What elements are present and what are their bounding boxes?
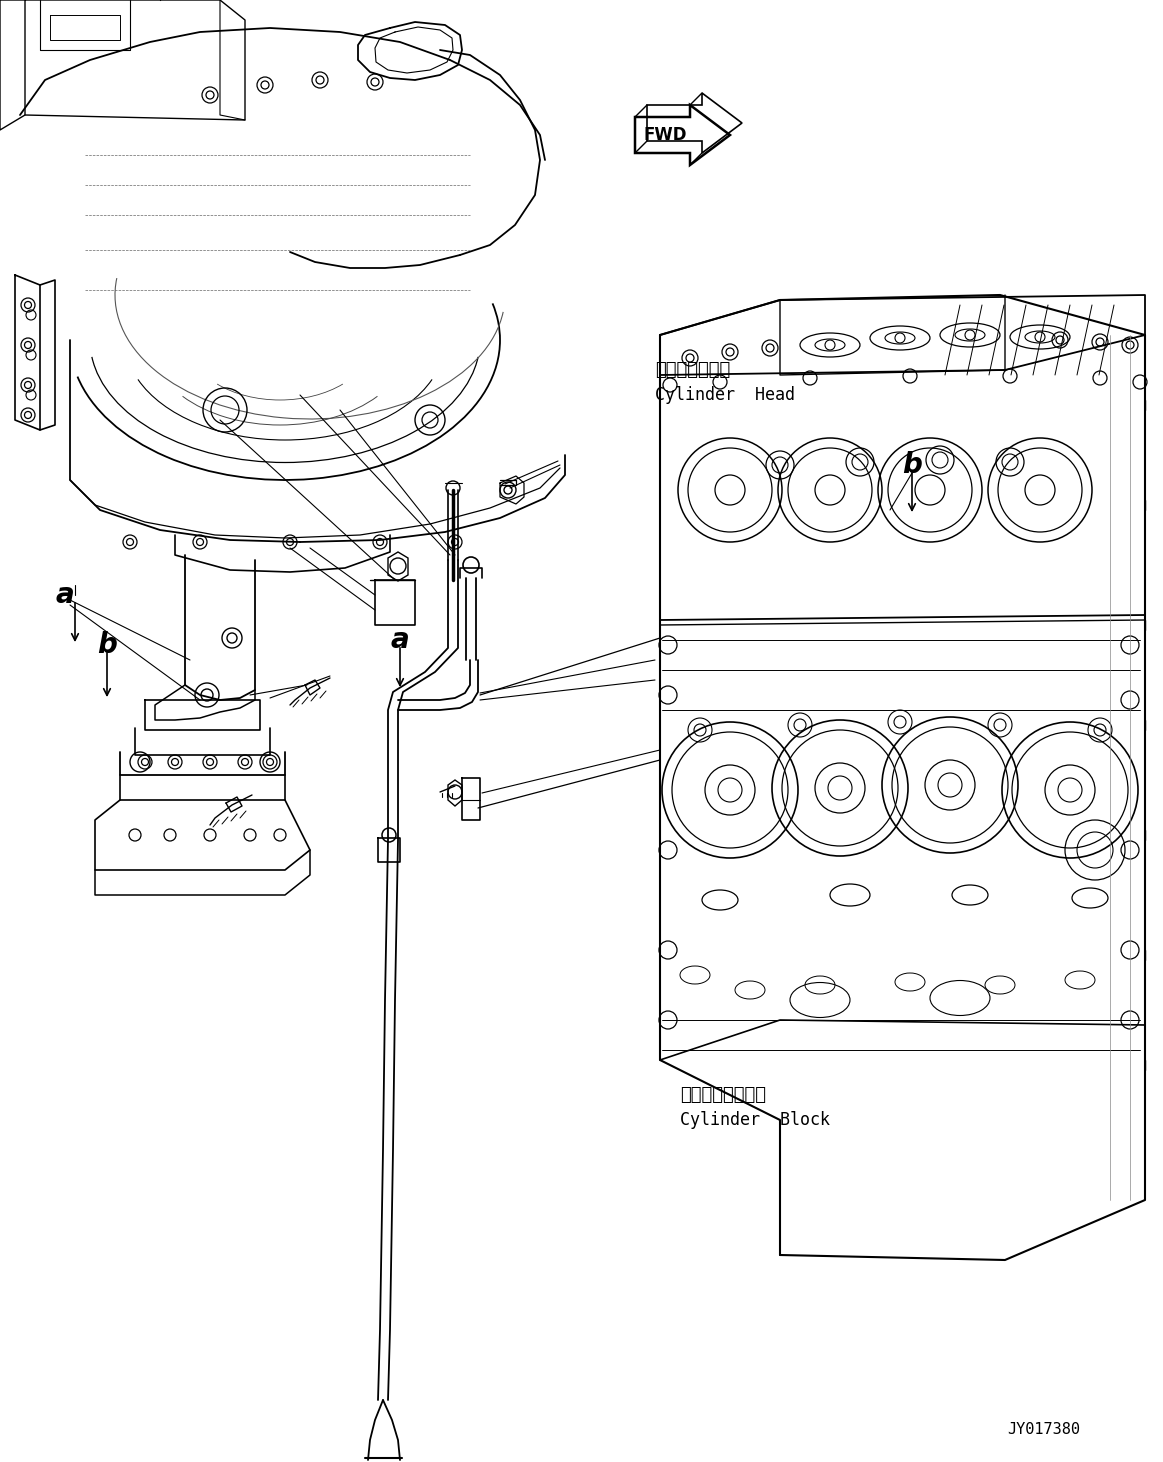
Text: a: a	[391, 626, 409, 654]
Text: FWD: FWD	[643, 126, 686, 143]
Text: Cylinder  Block: Cylinder Block	[680, 1111, 830, 1129]
Text: a: a	[56, 580, 74, 610]
Text: b: b	[97, 632, 117, 659]
Text: シリンダブロック: シリンダブロック	[680, 1086, 766, 1104]
Text: JY017380: JY017380	[1007, 1423, 1080, 1437]
Text: シリンダヘッド: シリンダヘッド	[655, 361, 730, 379]
Text: Cylinder  Head: Cylinder Head	[655, 386, 795, 404]
Text: b: b	[902, 450, 922, 480]
